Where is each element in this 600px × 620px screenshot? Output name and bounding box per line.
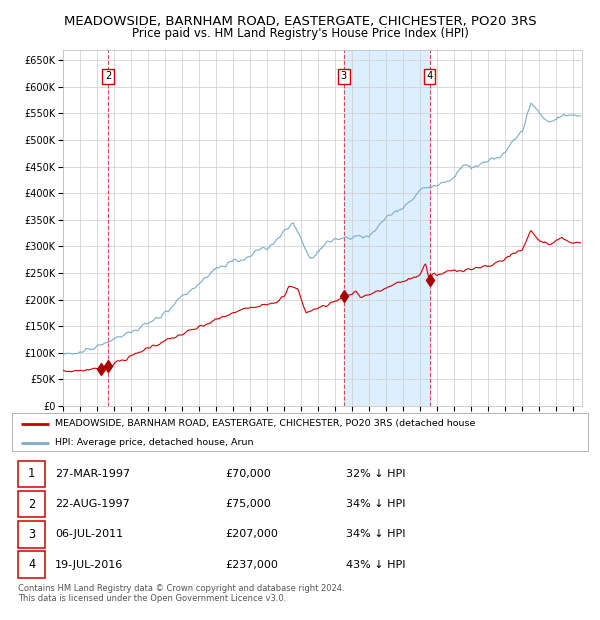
- Text: Price paid vs. HM Land Registry's House Price Index (HPI): Price paid vs. HM Land Registry's House …: [131, 27, 469, 40]
- Text: 4: 4: [427, 71, 433, 81]
- Bar: [344, 50, 430, 406]
- Text: 43% ↓ HPI: 43% ↓ HPI: [346, 560, 406, 570]
- Text: 3: 3: [28, 528, 35, 541]
- Text: 06-JUL-2011: 06-JUL-2011: [55, 529, 124, 539]
- FancyBboxPatch shape: [18, 491, 46, 518]
- Text: £237,000: £237,000: [225, 560, 278, 570]
- Text: £75,000: £75,000: [225, 499, 271, 509]
- Text: £70,000: £70,000: [225, 469, 271, 479]
- FancyBboxPatch shape: [18, 551, 46, 578]
- Text: HPI: Average price, detached house, Arun: HPI: Average price, detached house, Arun: [55, 438, 254, 448]
- Text: 3: 3: [341, 71, 347, 81]
- FancyBboxPatch shape: [18, 461, 46, 487]
- Text: 34% ↓ HPI: 34% ↓ HPI: [346, 499, 406, 509]
- Text: Contains HM Land Registry data © Crown copyright and database right 2024.
This d: Contains HM Land Registry data © Crown c…: [18, 584, 344, 603]
- Text: 2: 2: [105, 71, 111, 81]
- Text: 19-JUL-2016: 19-JUL-2016: [55, 560, 124, 570]
- Text: MEADOWSIDE, BARNHAM ROAD, EASTERGATE, CHICHESTER, PO20 3RS (detached house: MEADOWSIDE, BARNHAM ROAD, EASTERGATE, CH…: [55, 419, 476, 428]
- Text: £207,000: £207,000: [225, 529, 278, 539]
- Text: 27-MAR-1997: 27-MAR-1997: [55, 469, 130, 479]
- Text: 4: 4: [28, 558, 35, 571]
- Text: MEADOWSIDE, BARNHAM ROAD, EASTERGATE, CHICHESTER, PO20 3RS: MEADOWSIDE, BARNHAM ROAD, EASTERGATE, CH…: [64, 16, 536, 29]
- Text: 1: 1: [28, 467, 35, 481]
- Text: 32% ↓ HPI: 32% ↓ HPI: [346, 469, 406, 479]
- Text: 34% ↓ HPI: 34% ↓ HPI: [346, 529, 406, 539]
- Text: 22-AUG-1997: 22-AUG-1997: [55, 499, 130, 509]
- FancyBboxPatch shape: [18, 521, 46, 547]
- Text: 2: 2: [28, 498, 35, 511]
